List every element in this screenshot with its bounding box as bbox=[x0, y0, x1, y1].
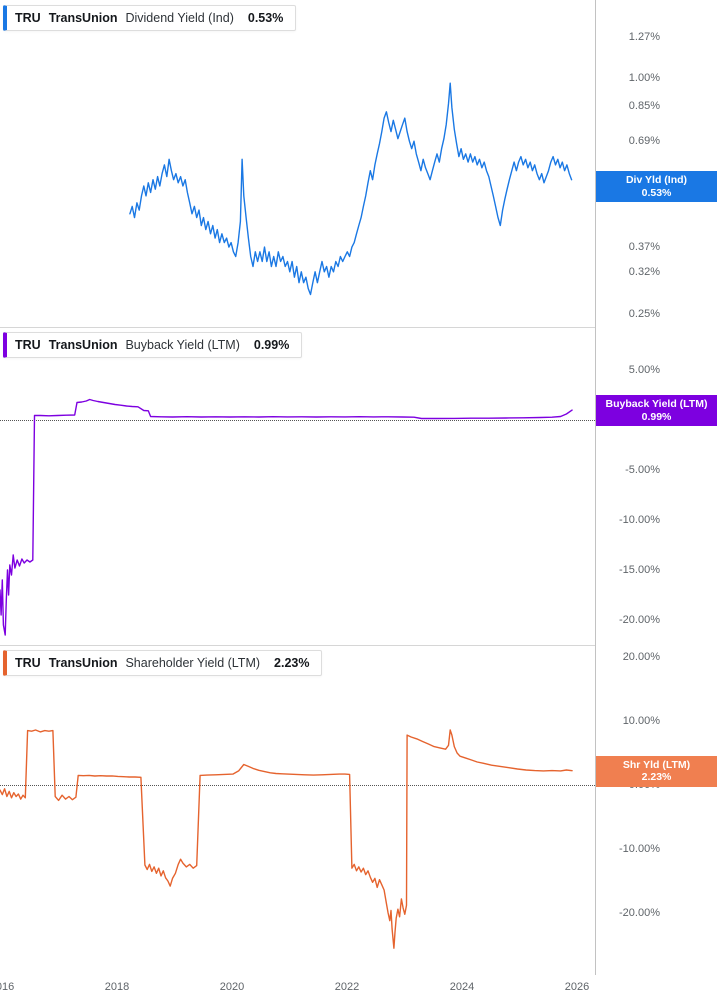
metric-name: Buyback Yield (LTM) bbox=[125, 338, 240, 352]
y-axis-tick-label: 0.37% bbox=[628, 241, 660, 254]
panel-separator bbox=[0, 645, 717, 646]
x-axis[interactable]: 2016 2018 2020 2022 2024 2026 bbox=[0, 975, 717, 1005]
dividend-series-line bbox=[129, 82, 573, 296]
x-axis-year-label: 2026 bbox=[564, 981, 590, 993]
metric-name: Dividend Yield (Ind) bbox=[125, 11, 234, 25]
y-axis-tick-label: -20.00% bbox=[619, 614, 660, 626]
ticker-symbol: TRU bbox=[15, 338, 41, 352]
axis-badge-value: 2.23% bbox=[641, 771, 672, 784]
series-legend-shareholder[interactable]: TRU TransUnion Shareholder Yield (LTM) 2… bbox=[3, 650, 323, 676]
y-axis-tick-label: 20.00% bbox=[622, 651, 660, 663]
company-name: TransUnion bbox=[48, 656, 118, 670]
y-axis-tick-label: 10.00% bbox=[622, 715, 660, 727]
panel-separator bbox=[0, 327, 717, 328]
y-axis-tick-label: 0.25% bbox=[628, 307, 660, 320]
y-axis-tick-label: -10.00% bbox=[619, 843, 660, 855]
x-axis-year-label: 2024 bbox=[449, 981, 475, 993]
company-name: TransUnion bbox=[48, 338, 118, 352]
dividend-axis-badge: Div Yld (Ind) 0.53% bbox=[596, 171, 717, 203]
panel-shareholder-yield[interactable]: TRU TransUnion Shareholder Yield (LTM) 2… bbox=[0, 645, 595, 975]
axis-badge-title: Div Yld (Ind) bbox=[625, 174, 688, 186]
y-axis-tick-label: -10.00% bbox=[619, 514, 660, 526]
y-axis-tick-label: 1.27% bbox=[628, 31, 660, 44]
buyback-axis-badge: Buyback Yield (LTM) 0.99% bbox=[596, 395, 717, 427]
y-axis-tick-label: 1.00% bbox=[628, 72, 660, 85]
metric-value: 0.53% bbox=[247, 11, 284, 25]
series-legend-buyback[interactable]: TRU TransUnion Buyback Yield (LTM) 0.99% bbox=[3, 332, 303, 358]
metric-value: 0.99% bbox=[253, 338, 290, 352]
x-axis-year-label: 2022 bbox=[334, 981, 360, 993]
dividend-yield-plot-area[interactable] bbox=[0, 0, 595, 327]
y-axis-tick-label: 0.85% bbox=[628, 99, 660, 112]
shareholder-yield-plot-area[interactable] bbox=[0, 645, 595, 975]
axis-badge-title: Shr Yld (LTM) bbox=[622, 758, 691, 771]
y-axis-tick-label: 5.00% bbox=[628, 364, 660, 376]
x-axis-year-label: 2018 bbox=[104, 981, 130, 993]
shareholder-series-line bbox=[0, 729, 573, 949]
panel-dividend-yield[interactable]: TRU TransUnion Dividend Yield (Ind) 0.53… bbox=[0, 0, 595, 327]
buyback-series-line bbox=[0, 398, 573, 636]
shareholder-axis-badge: Shr Yld (LTM) 2.23% bbox=[596, 755, 717, 787]
ticker-symbol: TRU bbox=[15, 656, 41, 670]
x-axis-year-label: 2016 bbox=[0, 981, 15, 993]
ticker-symbol: TRU bbox=[15, 11, 41, 25]
y-axis-tick-label: 0.32% bbox=[628, 265, 660, 278]
zero-line bbox=[0, 785, 595, 786]
metric-value: 2.23% bbox=[274, 656, 310, 670]
y-axis[interactable]: 1.27% 1.00% 0.85% 0.69% 0.53% 0.37% 0.32% 0.25%… bbox=[595, 0, 717, 975]
zero-line bbox=[0, 420, 595, 421]
axis-badge-title: Buyback Yield (LTM) bbox=[605, 398, 708, 411]
axis-badge-value: 0.53% bbox=[641, 186, 672, 199]
y-axis-tick-label: 0.69% bbox=[628, 135, 660, 148]
buyback-yield-plot-area[interactable] bbox=[0, 327, 595, 645]
company-name: TransUnion bbox=[48, 11, 118, 25]
series-legend-dividend[interactable]: TRU TransUnion Dividend Yield (Ind) 0.53… bbox=[3, 5, 297, 31]
axis-badge-value: 0.99% bbox=[641, 410, 672, 423]
y-axis-tick-label: -20.00% bbox=[619, 907, 660, 919]
panel-buyback-yield[interactable]: TRU TransUnion Buyback Yield (LTM) 0.99% bbox=[0, 327, 595, 645]
metric-name: Shareholder Yield (LTM) bbox=[125, 656, 261, 670]
y-axis-tick-label: -5.00% bbox=[625, 464, 660, 476]
y-axis-tick-label: -15.00% bbox=[619, 564, 660, 576]
x-axis-year-label: 2020 bbox=[219, 981, 245, 993]
